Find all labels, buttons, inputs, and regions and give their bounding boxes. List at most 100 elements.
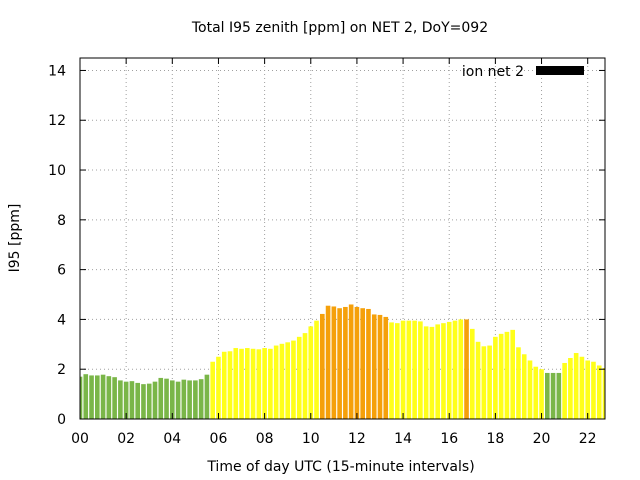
bar — [591, 361, 596, 419]
x-tick-label: 10 — [302, 431, 320, 447]
bar — [470, 328, 475, 419]
bar — [510, 329, 515, 419]
bar — [112, 377, 117, 419]
bar — [262, 348, 267, 419]
y-tick-label: 4 — [57, 312, 66, 328]
bar — [193, 380, 198, 419]
chart-title: Total I95 zenith [ppm] on NET 2, DoY=092 — [191, 20, 488, 36]
y-axis-label: I95 [ppm] — [7, 204, 23, 273]
bar — [337, 308, 342, 419]
bar — [556, 372, 562, 419]
bar — [481, 346, 487, 419]
bar — [395, 323, 400, 419]
x-tick-label: 06 — [210, 431, 228, 447]
bar — [123, 381, 129, 419]
bar — [446, 321, 452, 419]
bar — [377, 314, 383, 419]
bar — [210, 361, 215, 419]
bar — [129, 381, 135, 419]
bar — [233, 348, 239, 419]
bar — [550, 372, 556, 419]
bar — [80, 376, 83, 419]
bar — [504, 331, 510, 419]
bar — [250, 348, 256, 419]
bar — [389, 322, 394, 419]
bar — [521, 354, 527, 419]
bar — [573, 353, 579, 419]
bar — [83, 374, 89, 419]
bar — [325, 305, 331, 419]
x-tick-label: 18 — [486, 431, 504, 447]
bar — [348, 304, 354, 419]
bar — [412, 320, 417, 419]
bar — [331, 306, 337, 419]
bar — [296, 336, 302, 419]
x-tick-label: 04 — [163, 431, 181, 447]
y-axis: 0 2 4 6 8 10 12 14 — [48, 63, 605, 428]
bar — [227, 351, 233, 419]
plot-frame — [79, 57, 606, 420]
bar — [187, 380, 192, 419]
bar — [164, 378, 169, 419]
bar — [366, 308, 371, 419]
bar — [198, 379, 204, 419]
bar — [314, 320, 319, 419]
bar — [423, 326, 429, 419]
x-tick-label: 20 — [533, 431, 551, 447]
bar — [170, 380, 175, 419]
legend-label: ion net 2 — [462, 64, 524, 80]
bar — [158, 377, 164, 419]
bar — [95, 375, 100, 419]
y-tick-label: 6 — [57, 263, 66, 279]
y-tick-label: 2 — [57, 362, 66, 378]
bar — [516, 347, 521, 419]
bar — [118, 380, 123, 419]
bar — [320, 313, 325, 419]
x-tick-label: 08 — [256, 431, 274, 447]
bar — [204, 374, 210, 419]
bar — [268, 348, 273, 419]
bar — [245, 348, 250, 419]
bar — [256, 349, 262, 419]
bar — [175, 381, 181, 419]
grid — [80, 58, 605, 419]
bar — [273, 345, 279, 419]
x-tick-label: 00 — [71, 431, 89, 447]
legend: ion net 2 — [462, 64, 584, 80]
bar — [308, 326, 314, 419]
y-tick-label: 10 — [48, 163, 66, 179]
bar — [527, 360, 533, 419]
bar — [152, 381, 158, 419]
bar — [441, 323, 446, 419]
bar — [539, 369, 544, 419]
bar — [545, 372, 550, 419]
bar — [568, 358, 573, 419]
bar — [464, 319, 469, 419]
bar — [302, 333, 308, 419]
bar — [475, 341, 481, 419]
bar — [458, 319, 464, 419]
y-tick-label: 8 — [57, 213, 66, 229]
x-axis: 00 02 04 06 08 10 12 14 16 18 20 22 — [71, 58, 597, 447]
bar — [285, 342, 290, 419]
bar — [429, 326, 435, 419]
bar — [579, 356, 585, 419]
y-tick-label: 14 — [48, 63, 66, 79]
bar — [435, 324, 440, 419]
y-tick-label: 0 — [57, 412, 66, 428]
bar — [400, 320, 406, 419]
bar — [371, 314, 377, 419]
bar — [418, 321, 423, 419]
bar — [487, 345, 492, 419]
bar — [279, 343, 285, 419]
bar — [146, 383, 152, 419]
bars — [80, 304, 605, 419]
bar — [452, 320, 458, 419]
bar — [239, 348, 244, 419]
x-axis-label: Time of day UTC (15-minute intervals) — [206, 459, 474, 475]
bar — [291, 340, 296, 419]
y-tick-label: 12 — [48, 113, 66, 129]
bar — [596, 365, 602, 419]
x-tick-label: 22 — [579, 431, 597, 447]
